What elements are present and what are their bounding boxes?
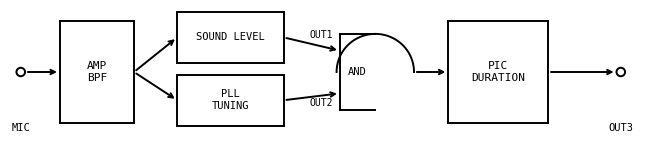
Ellipse shape <box>616 68 625 76</box>
Bar <box>60 21 134 123</box>
Text: AND: AND <box>348 67 367 77</box>
Polygon shape <box>336 34 414 110</box>
Text: OUT2: OUT2 <box>310 98 333 108</box>
Text: OUT3: OUT3 <box>608 124 633 133</box>
Text: PLL
TUNING: PLL TUNING <box>212 89 249 111</box>
Text: SOUND LEVEL: SOUND LEVEL <box>196 32 265 42</box>
Text: AMP
BPF: AMP BPF <box>87 61 107 83</box>
Text: PIC
DURATION: PIC DURATION <box>471 61 526 83</box>
Bar <box>177 12 284 63</box>
Text: OUT1: OUT1 <box>310 30 333 40</box>
Bar <box>177 75 284 126</box>
Ellipse shape <box>16 68 25 76</box>
Bar <box>448 21 548 123</box>
Text: MIC: MIC <box>12 124 30 133</box>
